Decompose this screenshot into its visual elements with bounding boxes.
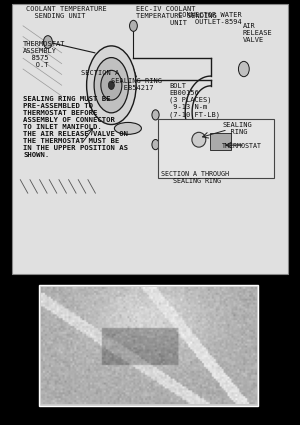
Text: THERMOSTAT
ASSEMBLY
  8575
   O.T: THERMOSTAT ASSEMBLY 8575 O.T: [23, 42, 65, 68]
Text: SEALING
  RING: SEALING RING: [222, 122, 252, 135]
Ellipse shape: [192, 132, 206, 147]
Text: CONNECTOR WATER
    OUTLET-8594: CONNECTOR WATER OUTLET-8594: [178, 12, 242, 25]
Ellipse shape: [114, 122, 141, 134]
Bar: [210, 133, 231, 150]
Ellipse shape: [94, 58, 129, 113]
Text: AIR
RELEASE
VALVE: AIR RELEASE VALVE: [242, 23, 272, 43]
Circle shape: [130, 20, 137, 31]
Text: BOLT
EB00156
(3 PLACES)
 9-13 N-m
(7-10 FT-LB): BOLT EB00156 (3 PLACES) 9-13 N-m (7-10 F…: [169, 82, 220, 118]
Text: SECTION A THROUGH
   SEALING RING: SECTION A THROUGH SEALING RING: [160, 171, 229, 184]
Text: COOLANT TEMPERATURE
  SENDING UNIT: COOLANT TEMPERATURE SENDING UNIT: [26, 6, 106, 19]
Circle shape: [101, 71, 122, 100]
Ellipse shape: [87, 46, 136, 125]
Bar: [12, 4, 288, 274]
Circle shape: [152, 110, 159, 120]
Text: SEALING RING MUST BE
PRE-ASSEMBLED TO
THERMOSTAT BEFORE
ASSEMBLY OF CONNECTOR
TO: SEALING RING MUST BE PRE-ASSEMBLED TO TH…: [23, 96, 128, 158]
Circle shape: [152, 139, 159, 150]
Circle shape: [166, 126, 173, 136]
Text: SECTION A: SECTION A: [81, 71, 119, 76]
Text: THERMOSTAT: THERMOSTAT: [222, 143, 262, 149]
Circle shape: [238, 61, 249, 76]
Circle shape: [44, 36, 52, 48]
Text: SEALING RING
   E854217: SEALING RING E854217: [111, 79, 162, 91]
Circle shape: [108, 81, 114, 90]
Bar: [158, 119, 274, 178]
Text: EEC-IV COOLANT
TEMPERATURE SENDING
        UNIT: EEC-IV COOLANT TEMPERATURE SENDING UNIT: [136, 6, 217, 26]
Bar: [39, 285, 258, 406]
